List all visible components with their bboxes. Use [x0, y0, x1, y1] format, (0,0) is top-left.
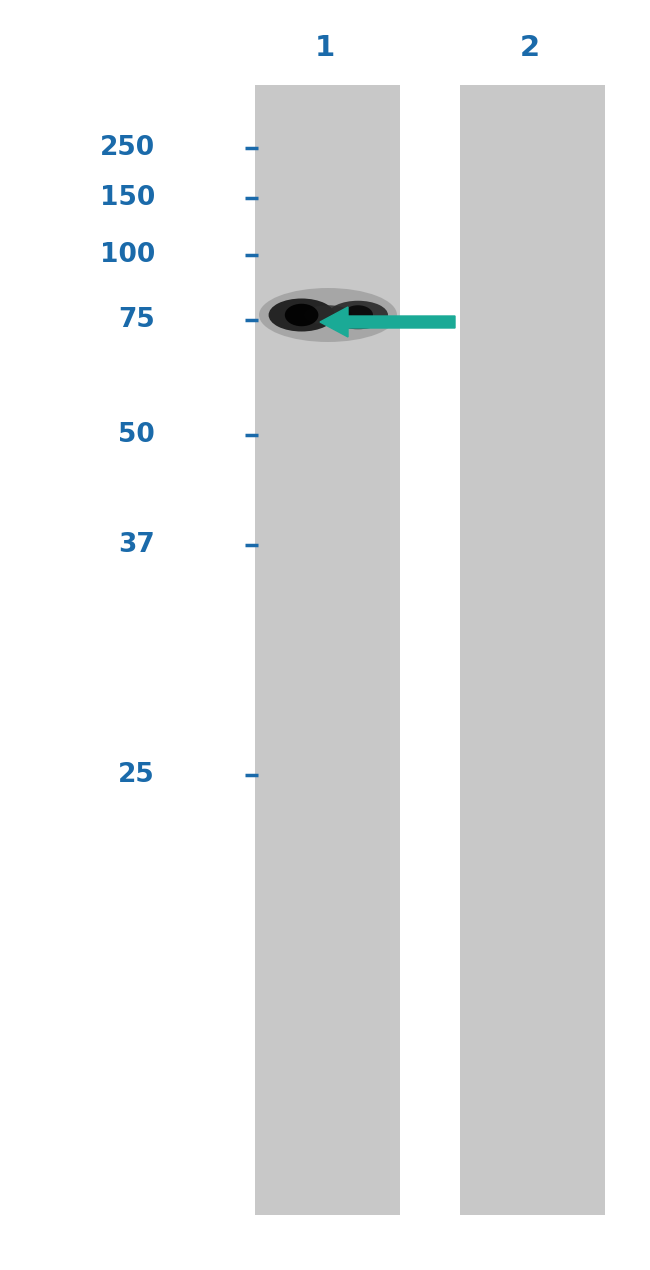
Ellipse shape	[328, 301, 388, 329]
Text: 37: 37	[118, 532, 155, 558]
Bar	[255, 85, 400, 1215]
Text: 1: 1	[315, 34, 335, 62]
Text: 25: 25	[118, 762, 155, 787]
Ellipse shape	[285, 304, 318, 326]
Text: 250: 250	[100, 135, 155, 161]
Ellipse shape	[259, 288, 397, 342]
Ellipse shape	[343, 305, 373, 325]
Text: 100: 100	[99, 243, 155, 268]
Bar	[460, 85, 605, 1215]
Text: 150: 150	[99, 185, 155, 211]
Ellipse shape	[268, 298, 335, 331]
Text: 75: 75	[118, 307, 155, 333]
Text: 2: 2	[520, 34, 540, 62]
FancyArrow shape	[320, 307, 455, 337]
Text: 50: 50	[118, 422, 155, 448]
Ellipse shape	[304, 305, 352, 325]
